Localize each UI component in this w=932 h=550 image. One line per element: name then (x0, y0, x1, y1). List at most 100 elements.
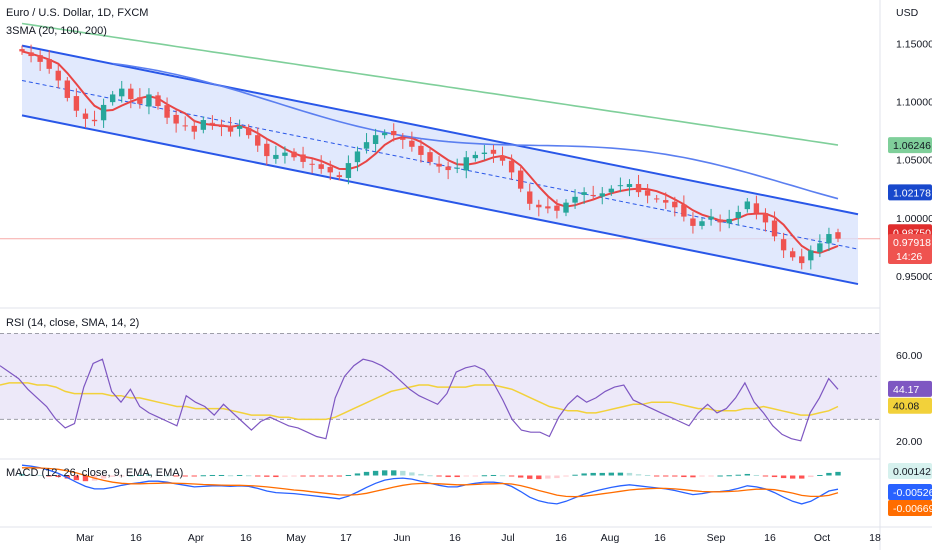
candle-body[interactable] (481, 152, 488, 155)
candle-body[interactable] (173, 114, 179, 124)
macd-histogram-bar[interactable] (472, 475, 479, 477)
candle-body[interactable] (218, 124, 225, 128)
candle-body[interactable] (82, 113, 89, 119)
candle-body[interactable] (300, 154, 306, 162)
macd-histogram-bar[interactable] (182, 475, 188, 477)
candle-body[interactable] (345, 163, 352, 178)
candle-body[interactable] (264, 143, 270, 157)
macd-histogram-bar[interactable] (735, 474, 741, 476)
macd-histogram-bar[interactable] (572, 474, 578, 476)
candle-body[interactable] (463, 157, 469, 171)
candle-body[interactable] (37, 55, 43, 62)
candle-body[interactable] (536, 204, 542, 208)
macd-histogram-bar[interactable] (300, 475, 306, 477)
macd-histogram-bar[interactable] (372, 470, 379, 476)
macd-histogram-bar[interactable] (708, 475, 714, 477)
macd-histogram-bar[interactable] (227, 475, 234, 477)
macd-histogram-bar[interactable] (681, 475, 687, 478)
macd-histogram-bar[interactable] (463, 475, 469, 477)
macd-histogram-bar[interactable] (164, 475, 170, 477)
sma200-line[interactable] (21, 22, 839, 146)
macd-histogram-bar[interactable] (200, 475, 207, 477)
macd-histogram-bar[interactable] (119, 475, 125, 477)
candle-body[interactable] (46, 59, 52, 69)
macd-histogram-bar[interactable] (291, 475, 297, 477)
candle-body[interactable] (599, 193, 605, 197)
macd-histogram-bar[interactable] (273, 475, 279, 478)
macd-histogram-bar[interactable] (173, 475, 179, 477)
macd-histogram-bar[interactable] (653, 475, 660, 477)
candle-body[interactable] (119, 88, 125, 97)
macd-histogram-bar[interactable] (109, 475, 116, 477)
candle-body[interactable] (799, 256, 805, 264)
macd-histogram-bar[interactable] (726, 475, 732, 477)
candle-body[interactable] (644, 190, 651, 196)
macd-histogram-bar[interactable] (100, 475, 107, 479)
candle-body[interactable] (581, 192, 587, 195)
candle-body[interactable] (191, 125, 197, 132)
candle-body[interactable] (717, 219, 723, 223)
candle-body[interactable] (454, 167, 460, 169)
candle-body[interactable] (354, 151, 361, 163)
macd-histogram-bar[interactable] (282, 475, 288, 477)
macd-histogram-bar[interactable] (590, 472, 596, 476)
candle-body[interactable] (490, 149, 497, 154)
candle-body[interactable] (744, 201, 751, 210)
candle-body[interactable] (146, 94, 152, 107)
macd-histogram-bar[interactable] (28, 474, 34, 476)
macd-histogram-bar[interactable] (617, 472, 624, 476)
candle-body[interactable] (508, 160, 515, 173)
candle-body[interactable] (155, 95, 161, 107)
macd-histogram-bar[interactable] (155, 474, 161, 476)
macd-histogram-bar[interactable] (499, 475, 506, 477)
macd-histogram-bar[interactable] (55, 475, 61, 478)
candle-body[interactable] (771, 220, 778, 237)
candle-body[interactable] (391, 130, 397, 136)
candle-body[interactable] (91, 119, 98, 122)
macd-histogram-bar[interactable] (436, 475, 442, 477)
candle-body[interactable] (55, 70, 61, 81)
macd-histogram-bar[interactable] (581, 473, 587, 476)
macd-histogram-bar[interactable] (327, 475, 333, 477)
candle-body[interactable] (572, 196, 578, 203)
macd-histogram-bar[interactable] (454, 475, 460, 478)
macd-histogram-bar[interactable] (445, 475, 451, 478)
macd-histogram-bar[interactable] (82, 475, 89, 482)
candle-body[interactable] (681, 204, 687, 217)
macd-histogram-bar[interactable] (635, 474, 642, 476)
channel-upper-line[interactable] (21, 44, 859, 216)
candle-body[interactable] (273, 154, 279, 159)
macd-histogram-bar[interactable] (137, 474, 143, 476)
macd-histogram-bar[interactable] (508, 475, 515, 477)
candle-body[interactable] (690, 218, 696, 226)
candle-body[interactable] (109, 94, 116, 103)
macd-histogram-bar[interactable] (490, 474, 497, 476)
macd-histogram-bar[interactable] (418, 473, 424, 476)
candle-body[interactable] (418, 145, 424, 155)
candle-body[interactable] (409, 140, 415, 147)
candle-body[interactable] (209, 122, 216, 124)
macd-histogram-bar[interactable] (209, 474, 216, 476)
macd-histogram-bar[interactable] (672, 475, 678, 477)
candle-body[interactable] (445, 166, 451, 171)
candle-body[interactable] (617, 185, 624, 187)
macd-histogram-bar[interactable] (780, 475, 787, 479)
candle-body[interactable] (236, 125, 243, 129)
candle-body[interactable] (291, 151, 297, 158)
candle-body[interactable] (282, 152, 288, 156)
candle-body[interactable] (73, 96, 80, 111)
macd-histogram-bar[interactable] (19, 474, 25, 476)
candle-body[interactable] (735, 211, 741, 218)
macd-histogram-bar[interactable] (218, 474, 225, 476)
macd-histogram-bar[interactable] (527, 475, 533, 479)
rsi-line[interactable] (0, 358, 839, 442)
channel-lower-line[interactable] (21, 114, 859, 286)
macd-histogram-bar[interactable] (128, 475, 134, 477)
candle-body[interactable] (762, 213, 769, 223)
macd-histogram-bar[interactable] (699, 475, 705, 477)
candle-body[interactable] (64, 80, 71, 98)
macd-histogram-bar[interactable] (762, 475, 769, 477)
candle-body[interactable] (372, 135, 379, 145)
macd-histogram-bar[interactable] (37, 474, 43, 476)
candle-body[interactable] (255, 135, 261, 146)
